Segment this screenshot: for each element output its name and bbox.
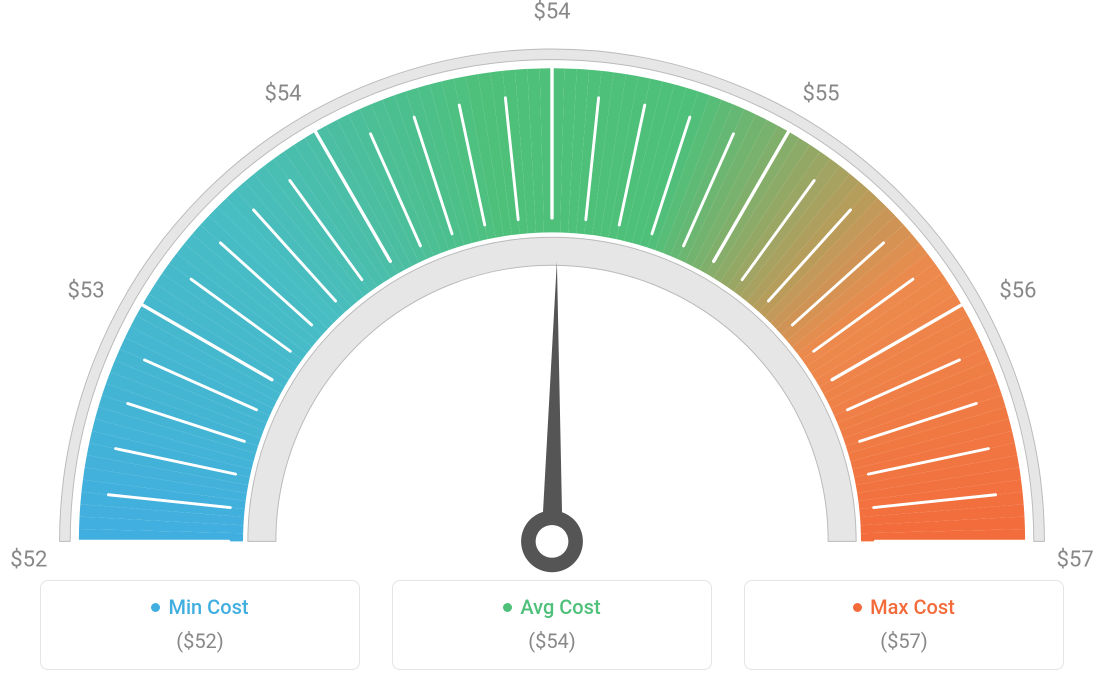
legend-dot-avg (503, 603, 512, 612)
legend-title-max-text: Max Cost (870, 595, 955, 619)
gauge-tick-label: $54 (533, 0, 570, 25)
gauge-tick-label: $57 (1057, 548, 1094, 573)
legend-dot-max (853, 603, 862, 612)
gauge-tick-label: $53 (68, 279, 105, 304)
legend-card-avg: Avg Cost ($54) (392, 580, 712, 670)
legend-card-min: Min Cost ($52) (40, 580, 360, 670)
gauge-tick-label: $55 (802, 82, 839, 107)
gauge-svg (22, 20, 1082, 580)
legend-value-avg: ($54) (393, 629, 711, 653)
legend-row: Min Cost ($52) Avg Cost ($54) Max Cost (… (0, 580, 1104, 670)
legend-title-min-text: Min Cost (168, 595, 248, 619)
legend-title-max: Max Cost (853, 595, 955, 619)
legend-title-avg-text: Avg Cost (520, 595, 600, 619)
legend-value-min: ($52) (41, 629, 359, 653)
legend-card-max: Max Cost ($57) (744, 580, 1064, 670)
gauge-tick-label: $52 (10, 548, 47, 573)
legend-title-min: Min Cost (151, 595, 248, 619)
gauge-tick-label: $54 (264, 82, 301, 107)
gauge-chart: $52$53$54$54$55$56$57 (22, 20, 1082, 580)
legend-value-max: ($57) (745, 629, 1063, 653)
legend-dot-min (151, 603, 160, 612)
legend-title-avg: Avg Cost (503, 595, 600, 619)
gauge-tick-label: $56 (999, 279, 1036, 304)
